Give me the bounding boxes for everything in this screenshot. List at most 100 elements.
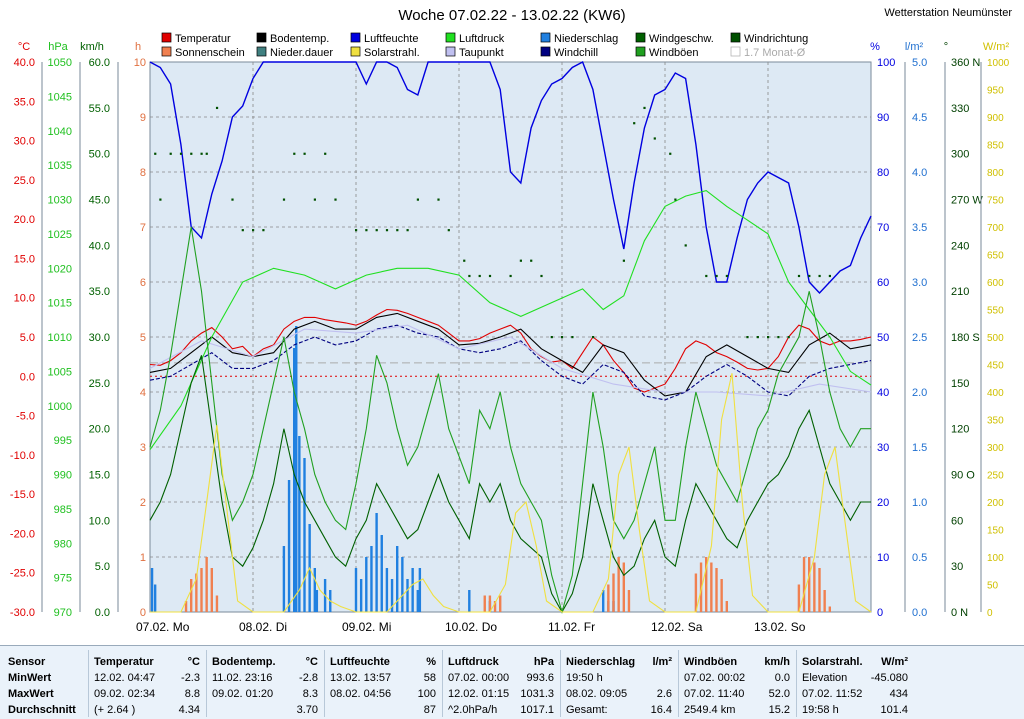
stats-temperatur: Temperatur °C 12.02. 04:47 -2.3 09.02. 02:34… [88, 650, 205, 717]
rain-bar [303, 458, 306, 612]
pressure-tick-label: 995 [54, 435, 72, 447]
axis-unit-label: km/h [80, 41, 104, 53]
stats-cell: 16.4 [650, 704, 672, 716]
sunshine-bar [612, 573, 615, 612]
rain-bar [380, 535, 383, 612]
wind-direction-dot [818, 274, 821, 278]
wind-direction-dot [746, 336, 749, 339]
sunshine-bar [725, 601, 728, 612]
stats-cell: 58 [423, 672, 436, 684]
wind-tick-label: 0.0 [95, 607, 110, 619]
x-axis-day-label: 13.02. So [754, 620, 806, 634]
solar-tick-label: 200 [987, 498, 1004, 509]
stats-cell: 8.3 [302, 688, 318, 700]
stats-cell: Luftdruck [448, 656, 499, 668]
stats-cell: 2549.4 km [684, 704, 736, 716]
stats-cell: W/m² [881, 656, 908, 668]
stats-cell: km/h [764, 656, 790, 668]
temp-tick-label: 15.0 [14, 253, 35, 265]
wind-direction-dot [355, 229, 358, 232]
pressure-tick-label: 1005 [48, 366, 72, 378]
stats-cell: 0.0 [774, 672, 790, 684]
wind-direction-dot [262, 229, 265, 232]
solar-tick-label: 900 [987, 113, 1004, 124]
wind-direction-dot [406, 229, 409, 232]
solar-tick-label: 150 [987, 526, 1004, 537]
solar-tick-label: 0 [987, 608, 993, 619]
legend-label: Windgeschw. [649, 33, 714, 45]
solar-tick-label: 250 [987, 471, 1004, 482]
temp-tick-label: 35.0 [14, 96, 35, 108]
sunshine-bar [205, 557, 208, 612]
rain-bar [418, 568, 422, 612]
wind-direction-dot [365, 229, 368, 232]
stats-cell: 101.4 [880, 704, 908, 716]
legend-swatch [540, 46, 551, 57]
direction-tick-label: 270 W [951, 195, 983, 207]
stats-cell: 07.02. 11:40 [684, 688, 745, 700]
hours-tick-label: 10 [134, 57, 146, 69]
wind-tick-label: 20.0 [89, 424, 110, 436]
legend-swatch [161, 32, 172, 43]
stats-cell: 1017.1 [520, 704, 554, 716]
direction-tick-label: 330 [951, 103, 969, 115]
direction-tick-label: 120 [951, 424, 969, 436]
temp-tick-label: 30.0 [14, 136, 35, 148]
wind-direction-dot [808, 274, 811, 278]
rain-bar [385, 568, 389, 612]
stats-row-label: Durchschnitt [8, 704, 76, 716]
pressure-tick-label: 1010 [48, 332, 72, 344]
legend-swatch [350, 46, 361, 57]
sunshine-bar [802, 557, 806, 612]
temp-tick-label: -30.0 [10, 607, 35, 619]
x-axis-day-label: 08.02. Di [239, 620, 287, 634]
solar-tick-label: 500 [987, 333, 1004, 344]
stats-cell: 19:58 h [802, 704, 839, 716]
humidity-tick-label: 10 [877, 552, 889, 564]
direction-tick-label: 0 N [951, 607, 968, 619]
rain-tick-label: 1.0 [912, 497, 927, 509]
x-axis-day-label: 10.02. Do [445, 620, 497, 634]
wind-tick-label: 40.0 [89, 240, 110, 252]
direction-tick-label: 60 [951, 515, 963, 527]
wind-direction-dot [385, 229, 389, 232]
temp-tick-label: 40.0 [14, 57, 35, 69]
wind-direction-dot [169, 152, 172, 155]
temp-tick-label: -10.0 [10, 450, 35, 462]
legend-swatch [730, 46, 741, 57]
stats-cell: Luftfeuchte [330, 656, 390, 668]
wind-direction-dot [509, 274, 512, 278]
legend-label: Taupunkt [459, 47, 504, 59]
hours-tick-label: 5 [140, 332, 146, 344]
wind-direction-dot [797, 274, 801, 278]
stats-niederschlag: Niederschlag l/m² 19:50 h 08.02. 09:05 2.6 Ge… [560, 650, 677, 717]
solar-tick-label: 450 [987, 361, 1004, 372]
series-line-windgeschw [149, 355, 871, 614]
rain-bar [153, 584, 157, 612]
pressure-tick-label: 970 [54, 607, 72, 619]
wind-tick-label: 25.0 [89, 378, 110, 390]
humidity-tick-label: 50 [877, 332, 889, 344]
series-line-windb-en [149, 226, 871, 615]
wind-direction-dot [334, 198, 337, 201]
direction-tick-label: 30 [951, 561, 963, 573]
sunshine-bar [705, 557, 708, 612]
pressure-tick-label: 1020 [48, 263, 72, 275]
solar-tick-label: 800 [987, 168, 1004, 179]
stats-cell: 08.02. 04:56 [330, 688, 392, 700]
sunshine-bar [195, 573, 198, 612]
rain-tick-label: 1.5 [912, 442, 927, 454]
wind-tick-label: 60.0 [89, 57, 110, 69]
wind-tick-label: 10.0 [89, 515, 110, 527]
wind-direction-dot [324, 152, 327, 155]
humidity-tick-label: 20 [877, 497, 889, 509]
wind-tick-label: 5.0 [95, 561, 110, 573]
legend-label: Niederschlag [554, 33, 618, 45]
rain-bar [365, 557, 368, 612]
legend-label: Solarstrahl. [364, 47, 420, 59]
legend-label: Luftdruck [459, 33, 505, 45]
pressure-tick-label: 1045 [48, 91, 72, 103]
direction-tick-label: 180 S [951, 332, 980, 344]
solar-tick-label: 650 [987, 251, 1004, 262]
wind-direction-dot [231, 198, 234, 201]
